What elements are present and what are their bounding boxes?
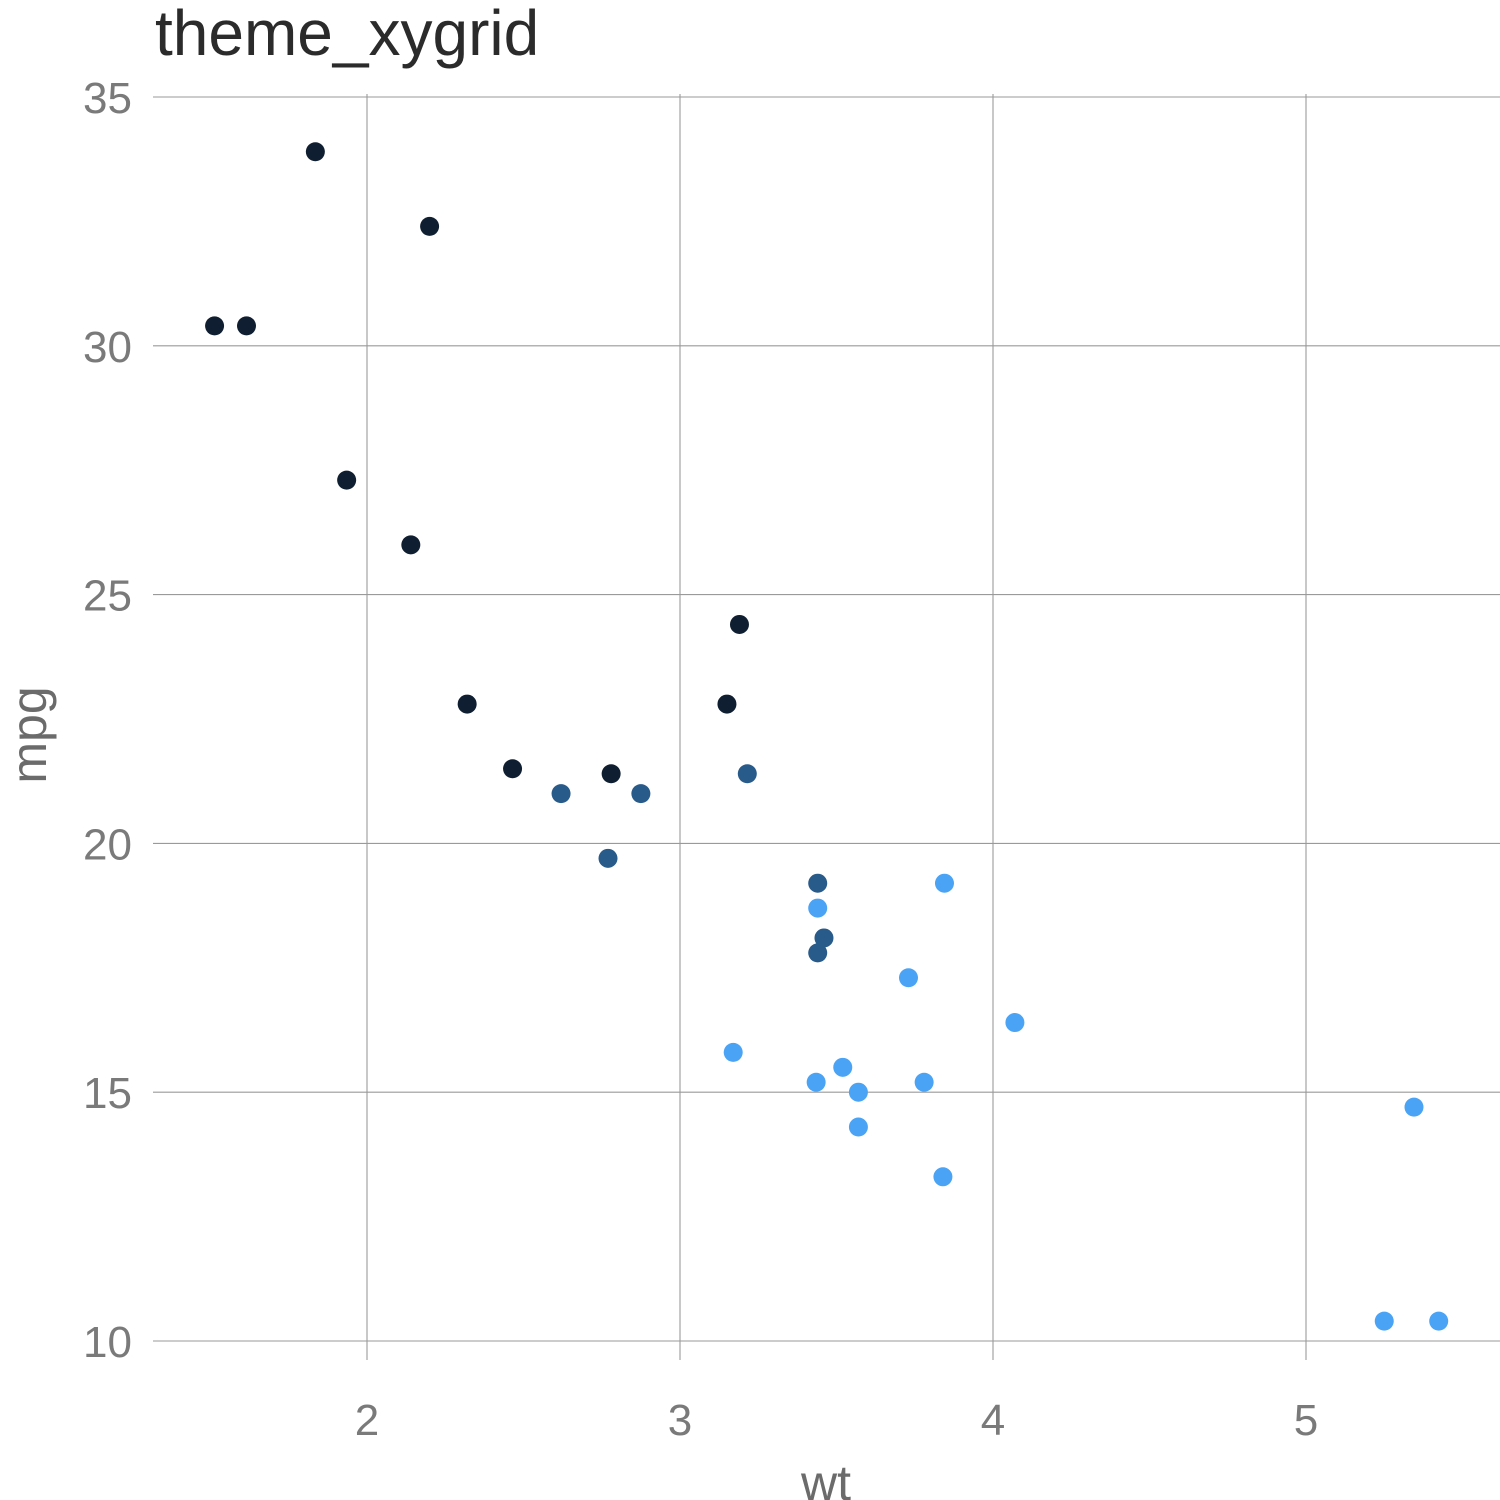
scatter-point	[933, 1167, 953, 1187]
scatter-point	[598, 848, 618, 868]
chart-title: theme_xygrid	[155, 0, 539, 69]
y-tick-label: 25	[83, 572, 132, 621]
scatter-point	[808, 873, 828, 893]
scatter-point	[631, 784, 651, 804]
scatter-point	[205, 316, 225, 336]
y-tick-label: 35	[83, 74, 132, 123]
y-tick-label: 15	[83, 1069, 132, 1118]
scatter-point	[729, 614, 749, 634]
scatter-point	[808, 898, 828, 918]
scatter-point	[717, 694, 737, 714]
scatter-point	[806, 1072, 826, 1092]
x-tick-labels: 2 3 4 5	[355, 1396, 1318, 1445]
y-tick-label: 30	[83, 323, 132, 372]
y-tick-labels: 10 15 20 25 30 35	[83, 74, 132, 1367]
y-tick-label: 20	[83, 820, 132, 869]
scatter-point	[305, 142, 325, 162]
scatter-point	[808, 943, 828, 963]
scatter-point	[503, 759, 523, 779]
y-grid-lines	[153, 96, 1500, 1342]
scatter-point	[914, 1072, 934, 1092]
data-points	[205, 142, 1449, 1331]
y-axis-title: mpg	[1, 686, 57, 783]
scatter-point	[551, 784, 571, 804]
y-tick-label: 10	[83, 1318, 132, 1367]
scatter-point	[814, 928, 834, 948]
scatter-point	[337, 470, 357, 490]
x-tick-label: 4	[981, 1396, 1005, 1445]
scatter-point	[401, 535, 421, 555]
x-grid-lines	[366, 94, 1307, 1360]
scatter-point	[848, 1117, 868, 1137]
x-tick-label: 2	[355, 1396, 379, 1445]
scatter-point	[457, 694, 477, 714]
scatter-point	[1429, 1311, 1449, 1331]
scatter-point	[833, 1057, 853, 1077]
x-axis-title: wt	[800, 1455, 851, 1500]
scatter-point	[420, 216, 440, 236]
x-tick-label: 3	[668, 1396, 692, 1445]
x-tick-label: 5	[1294, 1396, 1318, 1445]
scatter-point	[723, 1042, 743, 1062]
scatter-point	[848, 1082, 868, 1102]
scatter-point	[236, 316, 256, 336]
scatter-point	[898, 968, 918, 988]
scatter-point	[601, 764, 621, 784]
scatter-point	[1404, 1097, 1424, 1117]
scatter-point	[934, 873, 954, 893]
scatter-point	[737, 764, 757, 784]
scatter-point	[1374, 1311, 1394, 1331]
scatter-point	[1005, 1013, 1025, 1033]
